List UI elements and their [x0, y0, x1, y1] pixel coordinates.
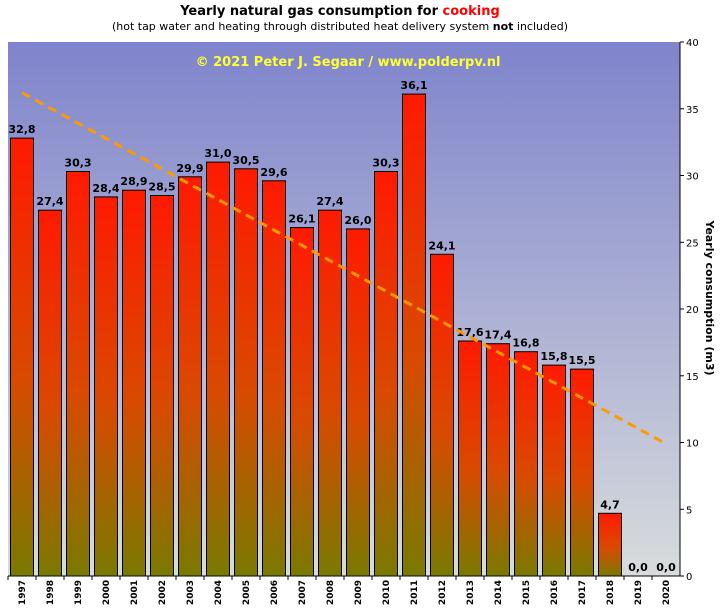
- bar-2003: [178, 176, 202, 577]
- data-label-2012: 24,1: [428, 239, 455, 252]
- x-tick-label-2016: 2016: [550, 580, 560, 605]
- x-tick-label-2005: 2005: [242, 580, 252, 605]
- x-tick-label-2010: 2010: [382, 580, 392, 605]
- x-ticks-group: 1997 1998 1999 2000 2001 2002 2003 2004 2005 2006…: [7, 576, 672, 605]
- y-tick-label-25: 25: [686, 238, 699, 249]
- y-tick-label-35: 35: [686, 105, 699, 116]
- data-label-2009: 26,0: [344, 214, 371, 227]
- bar-2012: [430, 253, 454, 577]
- data-label-2016: 15,8: [540, 350, 567, 363]
- data-label-2007: 26,1: [288, 213, 315, 226]
- data-label-2015: 16,8: [512, 337, 539, 350]
- data-label-2002: 28,5: [148, 181, 175, 194]
- x-tick-label-2007: 2007: [298, 580, 308, 605]
- data-label-2014: 17,4: [484, 329, 511, 342]
- data-label-2011: 36,1: [400, 79, 427, 92]
- x-tick-label-2009: 2009: [354, 580, 364, 605]
- x-tick-label-2020: 2020: [662, 580, 672, 605]
- x-tick-label-2013: 2013: [466, 580, 476, 605]
- bar-2016: [542, 364, 566, 577]
- bar-2010: [374, 171, 398, 577]
- y-axis-label: Yearly consumption (m3): [703, 219, 716, 375]
- bar-2015: [514, 351, 538, 577]
- chart-subtitle: (hot tap water and heating through distr…: [0, 20, 680, 33]
- data-label-1997: 32,8: [8, 123, 35, 136]
- x-tick-label-2000: 2000: [102, 580, 112, 605]
- x-tick-label-2001: 2001: [130, 580, 140, 605]
- title-highlight: cooking: [442, 4, 500, 19]
- plot-background: [8, 42, 680, 576]
- data-label-2019: 0,0: [628, 561, 648, 574]
- x-tick-label-1997: 1997: [18, 580, 28, 605]
- x-tick-label-2014: 2014: [494, 580, 504, 605]
- data-label-2020: 0,0: [656, 561, 676, 574]
- x-tick-label-1998: 1998: [46, 580, 56, 605]
- bar-2001: [122, 189, 146, 577]
- y-tick-label-20: 20: [686, 305, 699, 316]
- chart-title: Yearly natural gas consumption for cooki…: [0, 4, 680, 19]
- y-tick-label-40: 40: [686, 38, 699, 49]
- x-tick-label-2004: 2004: [214, 580, 224, 605]
- bar-2006: [262, 180, 286, 577]
- x-tick-label-2017: 2017: [578, 580, 588, 605]
- data-label-2010: 30,3: [372, 157, 399, 170]
- data-label-1998: 27,4: [36, 195, 63, 208]
- y-tick-label-0: 0: [686, 572, 692, 583]
- data-label-2003: 29,9: [176, 162, 203, 175]
- x-tick-label-2002: 2002: [158, 580, 168, 605]
- y-ticks-group: 0 5 10 15 20 25 30 35 40: [680, 38, 699, 583]
- x-tick-label-2008: 2008: [326, 580, 336, 605]
- bar-2000: [94, 196, 118, 577]
- copyright-text: © 2021 Peter J. Segaar / www.polderpv.nl: [196, 55, 501, 70]
- y-tick-label-5: 5: [686, 505, 692, 516]
- subtitle-bold: not: [492, 20, 514, 33]
- bar-2002: [150, 195, 174, 577]
- bars-group: [10, 93, 622, 577]
- data-label-1999: 30,3: [64, 157, 91, 170]
- x-tick-label-2006: 2006: [270, 580, 280, 605]
- bar-1997: [10, 137, 34, 577]
- x-tick-label-2011: 2011: [410, 580, 420, 605]
- data-label-2005: 30,5: [232, 154, 259, 167]
- bar-2018: [598, 512, 622, 577]
- bar-2011: [402, 93, 426, 577]
- data-label-2018: 4,7: [600, 498, 620, 511]
- bar-1999: [66, 171, 90, 577]
- data-label-2001: 28,9: [120, 175, 147, 188]
- x-tick-label-2019: 2019: [634, 580, 644, 605]
- trend-line: [21, 91, 667, 446]
- x-tick-label-1999: 1999: [74, 580, 84, 605]
- x-tick-label-2018: 2018: [606, 580, 616, 605]
- y-tick-label-10: 10: [686, 439, 699, 450]
- bar-2005: [234, 168, 258, 577]
- x-tick-label-2003: 2003: [186, 580, 196, 605]
- data-label-2004: 31,0: [204, 147, 231, 160]
- bar-2014: [486, 343, 510, 577]
- data-label-2000: 28,4: [92, 182, 119, 195]
- data-label-2006: 29,6: [260, 166, 287, 179]
- bar-2007: [290, 227, 314, 577]
- data-label-2017: 15,5: [568, 354, 595, 367]
- x-tick-label-2012: 2012: [438, 580, 448, 605]
- x-tick-label-2015: 2015: [522, 580, 532, 605]
- bar-2017: [570, 368, 594, 577]
- subtitle-prefix: (hot tap water and heating through distr…: [111, 20, 490, 33]
- data-labels-group: 32,827,430,328,428,9 28,529,931,030,529,6…: [8, 79, 676, 574]
- data-label-2013: 17,6: [456, 326, 483, 339]
- subtitle-suffix: included): [516, 20, 569, 33]
- title-prefix: Yearly natural gas consumption for: [180, 4, 439, 19]
- y-tick-label-15: 15: [686, 372, 699, 383]
- bar-2013: [458, 340, 482, 577]
- bar-1998: [38, 209, 62, 577]
- bar-2008: [318, 209, 342, 577]
- data-label-2008: 27,4: [316, 195, 343, 208]
- bar-2004: [206, 161, 230, 577]
- y-tick-label-30: 30: [686, 172, 699, 183]
